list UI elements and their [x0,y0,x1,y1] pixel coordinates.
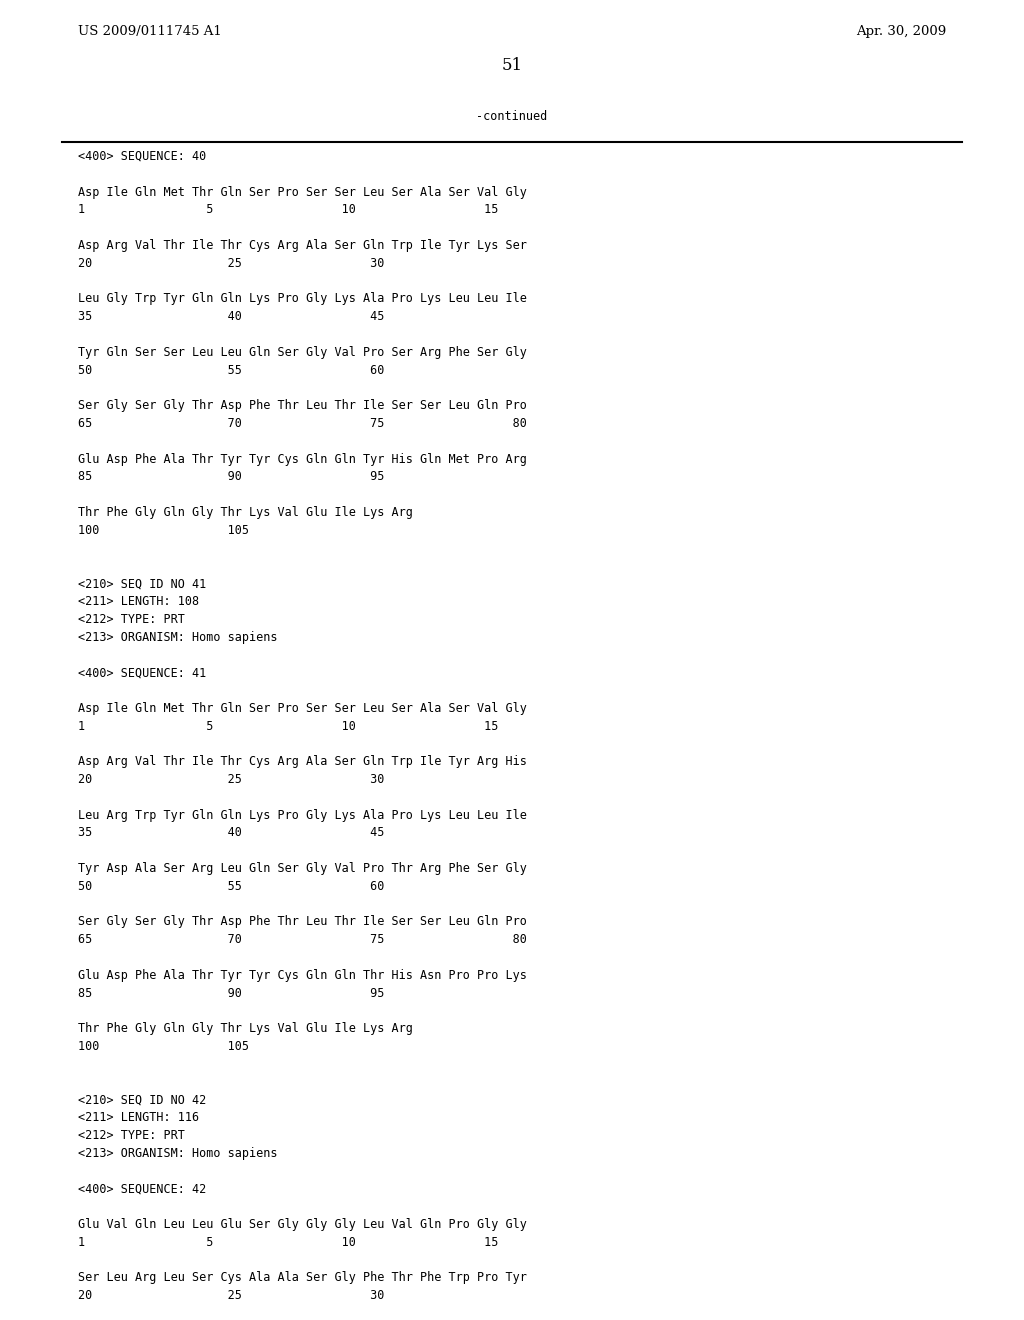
Text: 1                 5                  10                  15: 1 5 10 15 [78,1236,499,1249]
Text: Thr Phe Gly Gln Gly Thr Lys Val Glu Ile Lys Arg: Thr Phe Gly Gln Gly Thr Lys Val Glu Ile … [78,1022,413,1035]
Text: 20                   25                  30: 20 25 30 [78,1290,384,1303]
Text: -continued: -continued [476,110,548,123]
Text: Apr. 30, 2009: Apr. 30, 2009 [856,25,946,38]
Text: <210> SEQ ID NO 42: <210> SEQ ID NO 42 [78,1093,206,1106]
Text: Ser Gly Ser Gly Thr Asp Phe Thr Leu Thr Ile Ser Ser Leu Gln Pro: Ser Gly Ser Gly Thr Asp Phe Thr Leu Thr … [78,399,527,412]
Text: Leu Arg Trp Tyr Gln Gln Lys Pro Gly Lys Ala Pro Lys Leu Leu Ile: Leu Arg Trp Tyr Gln Gln Lys Pro Gly Lys … [78,809,527,821]
Text: 35                   40                  45: 35 40 45 [78,826,384,840]
Text: <213> ORGANISM: Homo sapiens: <213> ORGANISM: Homo sapiens [78,631,278,644]
Text: Tyr Gln Ser Ser Leu Leu Gln Ser Gly Val Pro Ser Arg Phe Ser Gly: Tyr Gln Ser Ser Leu Leu Gln Ser Gly Val … [78,346,527,359]
Text: 20                   25                  30: 20 25 30 [78,257,384,269]
Text: 35                   40                  45: 35 40 45 [78,310,384,323]
Text: 100                  105: 100 105 [78,1040,249,1053]
Text: 85                   90                  95: 85 90 95 [78,470,384,483]
Text: Glu Val Gln Leu Leu Glu Ser Gly Gly Gly Leu Val Gln Pro Gly Gly: Glu Val Gln Leu Leu Glu Ser Gly Gly Gly … [78,1218,527,1232]
Text: 20                   25                  30: 20 25 30 [78,774,384,785]
Text: Ser Gly Ser Gly Thr Asp Phe Thr Leu Thr Ile Ser Ser Leu Gln Pro: Ser Gly Ser Gly Thr Asp Phe Thr Leu Thr … [78,915,527,928]
Text: 1                 5                  10                  15: 1 5 10 15 [78,719,499,733]
Text: Thr Phe Gly Gln Gly Thr Lys Val Glu Ile Lys Arg: Thr Phe Gly Gln Gly Thr Lys Val Glu Ile … [78,506,413,519]
Text: 65                   70                  75                  80: 65 70 75 80 [78,417,527,430]
Text: <400> SEQUENCE: 42: <400> SEQUENCE: 42 [78,1183,206,1196]
Text: 65                   70                  75                  80: 65 70 75 80 [78,933,527,946]
Text: <213> ORGANISM: Homo sapiens: <213> ORGANISM: Homo sapiens [78,1147,278,1160]
Text: 50                   55                  60: 50 55 60 [78,880,384,892]
Text: 50                   55                  60: 50 55 60 [78,363,384,376]
Text: 85                   90                  95: 85 90 95 [78,986,384,999]
Text: <211> LENGTH: 116: <211> LENGTH: 116 [78,1111,199,1125]
Text: <211> LENGTH: 108: <211> LENGTH: 108 [78,595,199,609]
Text: 51: 51 [502,57,522,74]
Text: Ser Leu Arg Leu Ser Cys Ala Ala Ser Gly Phe Thr Phe Trp Pro Tyr: Ser Leu Arg Leu Ser Cys Ala Ala Ser Gly … [78,1271,527,1284]
Text: Glu Asp Phe Ala Thr Tyr Tyr Cys Gln Gln Thr His Asn Pro Pro Lys: Glu Asp Phe Ala Thr Tyr Tyr Cys Gln Gln … [78,969,527,982]
Text: <212> TYPE: PRT: <212> TYPE: PRT [78,1129,185,1142]
Text: Asp Arg Val Thr Ile Thr Cys Arg Ala Ser Gln Trp Ile Tyr Lys Ser: Asp Arg Val Thr Ile Thr Cys Arg Ala Ser … [78,239,527,252]
Text: 1                 5                  10                  15: 1 5 10 15 [78,203,499,216]
Text: <400> SEQUENCE: 41: <400> SEQUENCE: 41 [78,667,206,680]
Text: Asp Ile Gln Met Thr Gln Ser Pro Ser Ser Leu Ser Ala Ser Val Gly: Asp Ile Gln Met Thr Gln Ser Pro Ser Ser … [78,186,527,198]
Text: <210> SEQ ID NO 41: <210> SEQ ID NO 41 [78,577,206,590]
Text: Asp Ile Gln Met Thr Gln Ser Pro Ser Ser Leu Ser Ala Ser Val Gly: Asp Ile Gln Met Thr Gln Ser Pro Ser Ser … [78,702,527,715]
Text: Tyr Asp Ala Ser Arg Leu Gln Ser Gly Val Pro Thr Arg Phe Ser Gly: Tyr Asp Ala Ser Arg Leu Gln Ser Gly Val … [78,862,527,875]
Text: 100                  105: 100 105 [78,524,249,537]
Text: Glu Asp Phe Ala Thr Tyr Tyr Cys Gln Gln Tyr His Gln Met Pro Arg: Glu Asp Phe Ala Thr Tyr Tyr Cys Gln Gln … [78,453,527,466]
Text: US 2009/0111745 A1: US 2009/0111745 A1 [78,25,222,38]
Text: Asp Arg Val Thr Ile Thr Cys Arg Ala Ser Gln Trp Ile Tyr Arg His: Asp Arg Val Thr Ile Thr Cys Arg Ala Ser … [78,755,527,768]
Text: <400> SEQUENCE: 40: <400> SEQUENCE: 40 [78,150,206,162]
Text: <212> TYPE: PRT: <212> TYPE: PRT [78,612,185,626]
Text: Leu Gly Trp Tyr Gln Gln Lys Pro Gly Lys Ala Pro Lys Leu Leu Ile: Leu Gly Trp Tyr Gln Gln Lys Pro Gly Lys … [78,293,527,305]
